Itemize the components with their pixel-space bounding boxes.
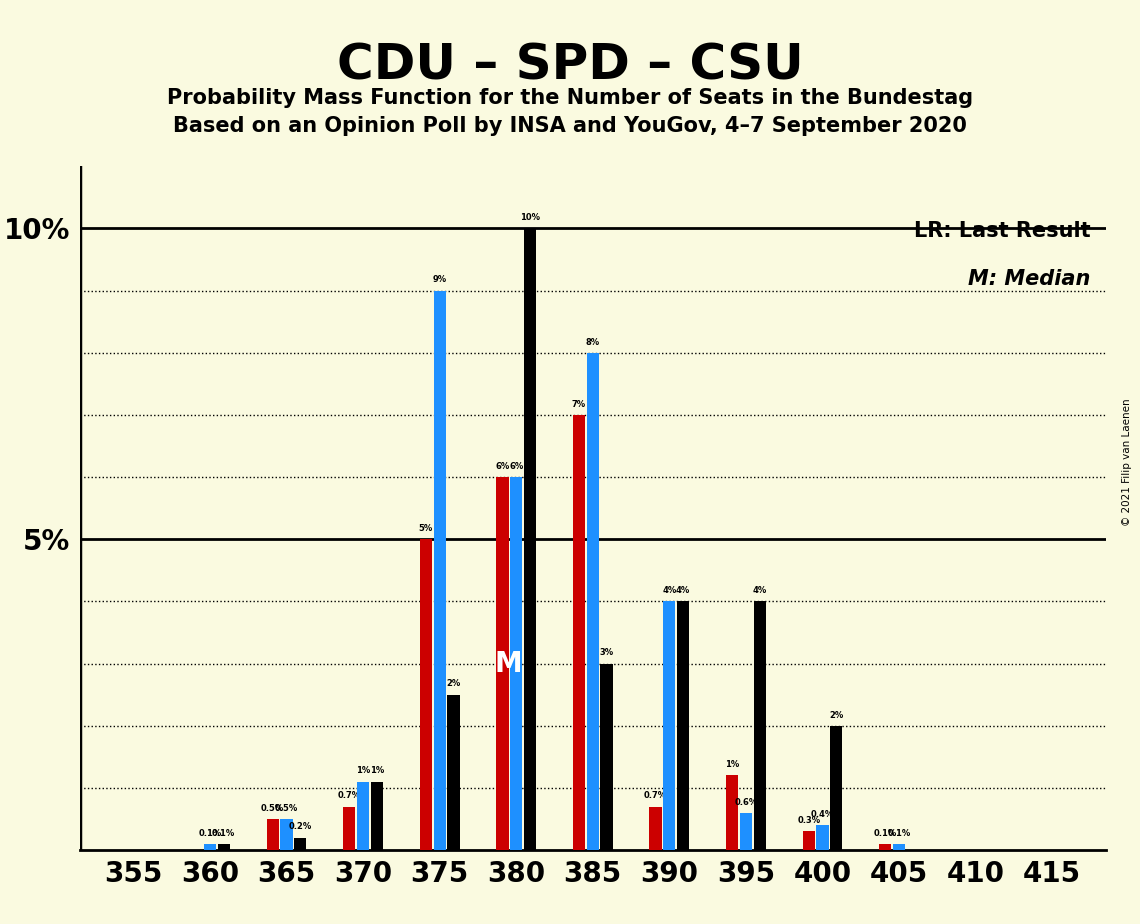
Text: 10%: 10% [520, 213, 540, 223]
Text: 8%: 8% [586, 337, 600, 346]
Bar [754, 602, 766, 850]
Text: © 2021 Filip van Laenen: © 2021 Filip van Laenen [1122, 398, 1132, 526]
Bar [267, 819, 279, 850]
Bar [650, 807, 661, 850]
Bar [343, 807, 356, 850]
Bar [816, 825, 829, 850]
Text: 0.4%: 0.4% [811, 810, 834, 819]
Text: 0.2%: 0.2% [288, 822, 312, 832]
Text: 1%: 1% [725, 760, 739, 770]
Bar [280, 819, 293, 850]
Bar [830, 725, 842, 850]
Bar [510, 477, 522, 850]
Bar [573, 415, 585, 850]
Text: 0.3%: 0.3% [797, 816, 821, 825]
Text: 5%: 5% [418, 524, 433, 533]
Text: 0.1%: 0.1% [212, 829, 235, 838]
Text: 3%: 3% [600, 649, 613, 657]
Text: 4%: 4% [752, 586, 767, 595]
Bar [677, 602, 690, 850]
Text: 7%: 7% [572, 400, 586, 408]
Bar [447, 695, 459, 850]
Text: 6%: 6% [510, 462, 523, 471]
Text: 0.1%: 0.1% [873, 829, 897, 838]
Text: Based on an Opinion Poll by INSA and YouGov, 4–7 September 2020: Based on an Opinion Poll by INSA and You… [173, 116, 967, 136]
Text: 4%: 4% [662, 586, 676, 595]
Text: 4%: 4% [676, 586, 691, 595]
Text: 1%: 1% [369, 767, 384, 775]
Text: 0.1%: 0.1% [198, 829, 221, 838]
Text: 9%: 9% [432, 275, 447, 285]
Text: 2%: 2% [829, 711, 844, 720]
Bar [433, 291, 446, 850]
Bar [357, 782, 369, 850]
Text: 0.1%: 0.1% [887, 829, 911, 838]
Text: 0.7%: 0.7% [337, 791, 361, 800]
Text: 0.5%: 0.5% [261, 804, 284, 813]
Bar [803, 832, 815, 850]
Bar [204, 844, 217, 850]
Bar [587, 353, 598, 850]
Bar [294, 838, 307, 850]
Text: 1%: 1% [356, 767, 370, 775]
Text: 2%: 2% [447, 679, 461, 688]
Bar [726, 775, 739, 850]
Bar [420, 540, 432, 850]
Text: 0.6%: 0.6% [734, 797, 758, 807]
Text: 0.7%: 0.7% [644, 791, 667, 800]
Bar [218, 844, 230, 850]
Text: 6%: 6% [495, 462, 510, 471]
Bar [496, 477, 508, 850]
Text: Probability Mass Function for the Number of Seats in the Bundestag: Probability Mass Function for the Number… [166, 88, 974, 108]
Text: M: Median: M: Median [968, 269, 1091, 289]
Text: M: M [495, 650, 522, 677]
Text: LR: Last Result: LR: Last Result [914, 221, 1091, 241]
Text: CDU – SPD – CSU: CDU – SPD – CSU [336, 42, 804, 90]
Bar [879, 844, 891, 850]
Bar [524, 228, 536, 850]
Bar [601, 663, 612, 850]
Bar [893, 844, 905, 850]
Bar [740, 813, 752, 850]
Bar [370, 782, 383, 850]
Text: 0.5%: 0.5% [275, 804, 299, 813]
Bar [663, 602, 676, 850]
